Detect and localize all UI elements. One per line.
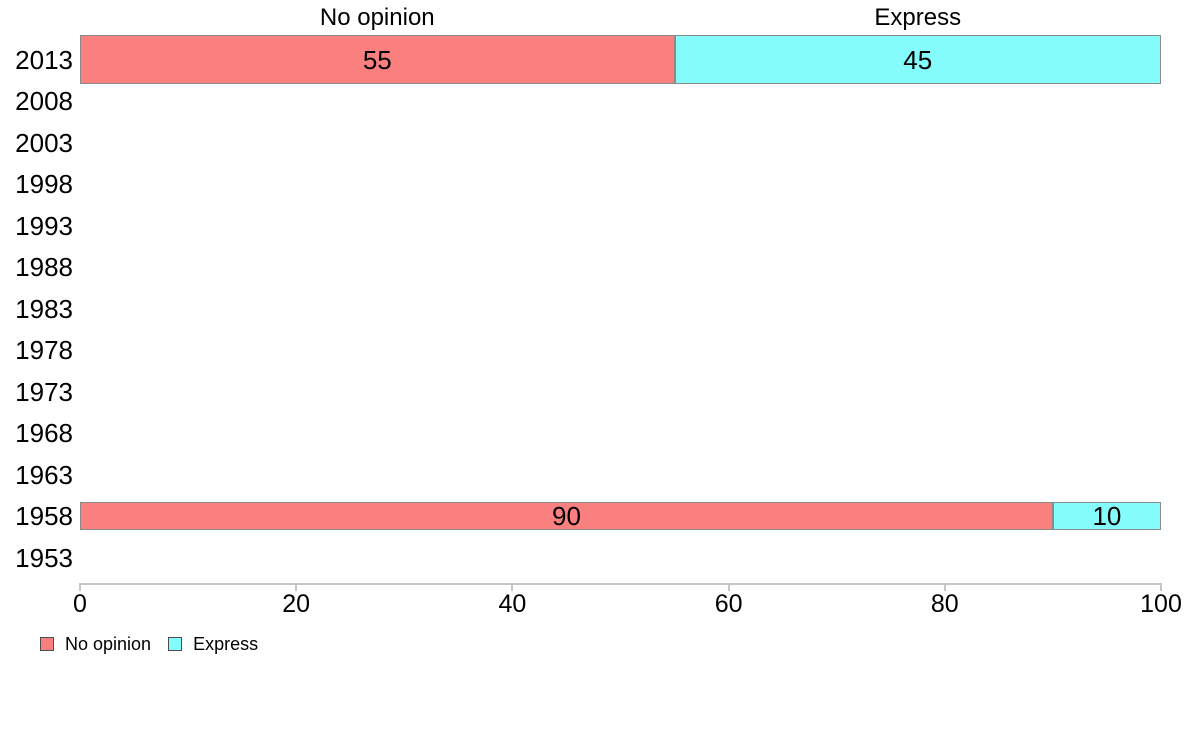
- y-axis-label: 2003: [15, 127, 73, 158]
- x-axis-tick: [79, 583, 81, 591]
- legend: No opinion Express: [40, 635, 258, 653]
- y-axis-label: 1998: [15, 169, 73, 200]
- bar-segment: 55: [80, 35, 675, 85]
- legend-swatch: [168, 637, 183, 651]
- y-axis-label: 1953: [15, 542, 73, 573]
- column-header: No opinion: [319, 4, 435, 31]
- y-axis-label: 1988: [15, 252, 73, 283]
- x-axis-tick-label: 80: [930, 590, 959, 618]
- x-axis-tick: [727, 583, 730, 591]
- column-header: Express: [874, 4, 962, 31]
- x-axis-tick-label: 100: [1140, 590, 1182, 618]
- bar-value-label: 10: [1092, 501, 1122, 532]
- legend-entry: Express: [168, 635, 258, 653]
- x-axis-tick-label: 60: [714, 590, 743, 618]
- bar-segment: 90: [80, 501, 1053, 532]
- x-axis-tick-label: 20: [282, 590, 311, 618]
- legend-entry: No opinion: [40, 635, 151, 653]
- legend-label: No opinion: [65, 634, 152, 654]
- bar-segment: 10: [1052, 501, 1161, 532]
- x-axis-tick: [295, 583, 298, 591]
- x-axis-tick-label: 0: [73, 590, 87, 618]
- x-axis-tick-label: 40: [498, 590, 527, 618]
- y-axis-label: 1968: [15, 418, 73, 449]
- x-axis-tick: [943, 583, 946, 591]
- x-axis-tick: [511, 583, 514, 591]
- y-axis-label: 2013: [15, 44, 73, 75]
- y-axis-label: 1978: [15, 335, 73, 366]
- bar-value-label: 45: [903, 44, 933, 75]
- y-axis-label: 1993: [15, 210, 73, 241]
- bar-value-label: 90: [551, 501, 581, 532]
- y-axis-label: 2008: [15, 86, 73, 117]
- x-axis-tick: [1160, 583, 1162, 591]
- legend-swatch: [40, 637, 54, 651]
- y-axis-label: 1963: [15, 459, 73, 490]
- y-axis-label: 1983: [15, 293, 73, 324]
- bar-value-label: 55: [362, 44, 392, 75]
- y-axis-label: 1958: [15, 501, 73, 532]
- bar-segment: 45: [674, 35, 1161, 85]
- y-axis-label: 1973: [15, 376, 73, 407]
- legend-label: Express: [193, 634, 259, 654]
- x-axis-line: [79, 583, 1162, 585]
